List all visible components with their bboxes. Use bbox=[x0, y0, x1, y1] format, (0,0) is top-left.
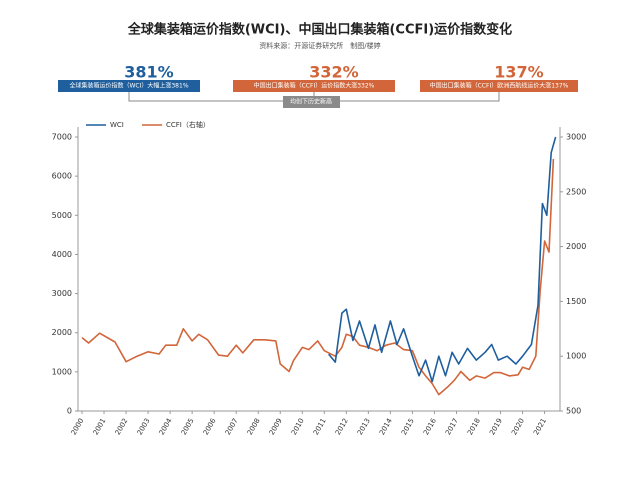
annotation-figure: 137% bbox=[494, 63, 543, 82]
annotation-box bbox=[233, 80, 395, 92]
x-tick-label: 2020 bbox=[510, 417, 526, 436]
x-tick-label: 2006 bbox=[202, 417, 218, 437]
annotation-figure: 332% bbox=[309, 63, 358, 82]
legend-label: WCI bbox=[110, 121, 124, 129]
x-tick-label: 2011 bbox=[312, 417, 328, 436]
series-line bbox=[81, 158, 555, 396]
x-tick-label: 2012 bbox=[334, 417, 350, 436]
x-tick-label: 2008 bbox=[246, 417, 262, 436]
x-tick-label: 2001 bbox=[92, 417, 108, 436]
x-tick-label: 2000 bbox=[70, 417, 86, 436]
x-tick-label: 2003 bbox=[136, 417, 152, 436]
y-tick-label: 2000 bbox=[52, 328, 72, 337]
annotation-figure: 381% bbox=[124, 63, 173, 82]
chart-title: 全球集装箱运价指数(WCI)、中国出口集装箱(CCFI)运价指数变化 bbox=[127, 22, 512, 38]
y2-tick-label: 1000 bbox=[566, 352, 586, 361]
x-tick-label: 2016 bbox=[422, 417, 438, 437]
x-tick-label: 2021 bbox=[532, 417, 548, 436]
annotation-text: 中国出口集装箱（CCFI）运价指数大涨332% bbox=[254, 82, 375, 90]
annotation-box bbox=[420, 80, 578, 92]
chart-subtitle: 资料来源：开源证券研究所 制图/楼婷 bbox=[259, 41, 380, 50]
y-tick-label: 1000 bbox=[52, 367, 72, 376]
x-tick-label: 2004 bbox=[158, 417, 174, 437]
y-tick-label: 5000 bbox=[52, 211, 72, 220]
x-tick-label: 2019 bbox=[488, 417, 504, 436]
y2-tick-label: 1500 bbox=[566, 297, 586, 306]
series-line bbox=[328, 136, 557, 383]
annotation-text: 中国出口集装箱（CCFI）欧洲西航线运价大涨137% bbox=[430, 82, 569, 90]
y2-tick-label: 500 bbox=[566, 407, 581, 416]
x-tick-label: 2018 bbox=[466, 417, 482, 436]
x-tick-label: 2017 bbox=[444, 417, 460, 436]
note-box bbox=[283, 96, 340, 108]
y-tick-label: 0 bbox=[67, 407, 72, 416]
x-tick-label: 2015 bbox=[400, 417, 416, 436]
y2-tick-label: 2000 bbox=[566, 242, 586, 251]
y-tick-label: 7000 bbox=[52, 133, 72, 142]
y2-tick-label: 2500 bbox=[566, 187, 586, 196]
y-tick-label: 3000 bbox=[52, 289, 72, 298]
x-tick-label: 2005 bbox=[180, 417, 196, 436]
x-tick-label: 2010 bbox=[290, 417, 306, 436]
annotation-box bbox=[58, 80, 200, 92]
y-tick-label: 4000 bbox=[52, 250, 72, 259]
note: 均创下历史新高 bbox=[290, 98, 332, 106]
x-tick-label: 2007 bbox=[224, 417, 240, 436]
x-tick-label: 2014 bbox=[378, 417, 394, 437]
legend-label: CCFI（右轴） bbox=[166, 120, 210, 129]
y-tick-label: 6000 bbox=[52, 172, 72, 181]
y2-tick-label: 3000 bbox=[566, 133, 586, 142]
x-tick-label: 2002 bbox=[114, 417, 130, 436]
x-tick-label: 2009 bbox=[268, 417, 284, 436]
annotation-text: 全球集装箱运价指数（WCI）大幅上涨381% bbox=[69, 82, 188, 90]
x-tick-label: 2013 bbox=[356, 417, 372, 436]
